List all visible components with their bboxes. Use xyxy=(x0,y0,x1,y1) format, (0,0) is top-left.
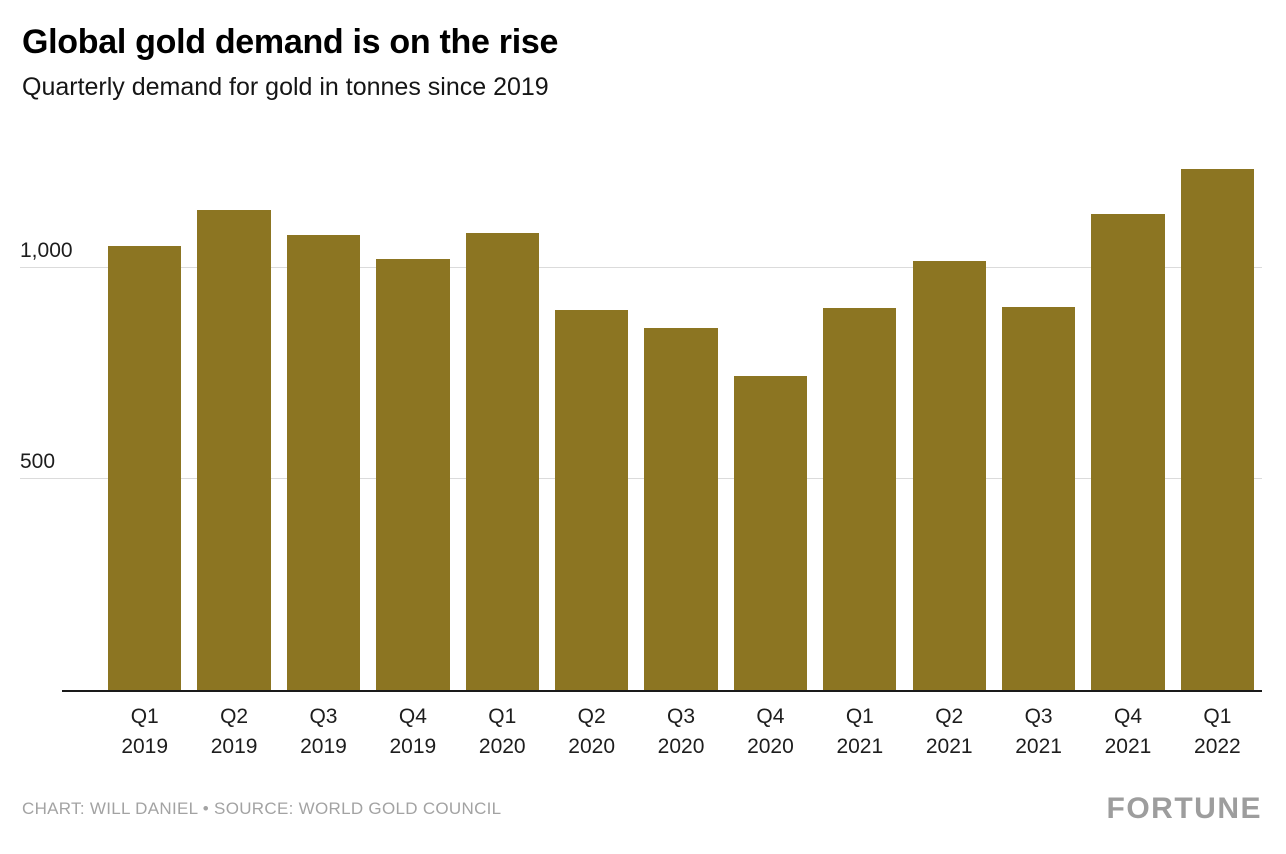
bar-q3-2019 xyxy=(286,234,361,690)
bar-q2-2020 xyxy=(555,310,629,690)
y-tick-label-500: 500 xyxy=(20,450,56,473)
y-tick-label-1000: 1,000 xyxy=(20,239,73,262)
bar-q2-2019 xyxy=(197,210,271,690)
bar-slot xyxy=(815,130,904,690)
gridline-1000 xyxy=(20,267,1262,268)
chart-subtitle: Quarterly demand for gold in tonnes sinc… xyxy=(22,73,549,101)
credit-line: CHART: WILL DANIEL • SOURCE: WORLD GOLD … xyxy=(22,799,502,818)
bar-q4-2019 xyxy=(376,259,450,690)
x-tick-label: Q3 2021 xyxy=(1015,705,1062,758)
bar-q2-2021 xyxy=(912,261,986,690)
x-tick-label: Q2 2019 xyxy=(210,705,258,758)
chart-footer: CHART: WILL DANIEL • SOURCE: WORLD GOLD … xyxy=(22,792,1262,826)
bar-slot xyxy=(726,130,815,690)
x-tick-label: Q1 2021 xyxy=(836,705,884,758)
bar-q1-2022 xyxy=(1180,169,1255,690)
x-tick-label: Q2 2020 xyxy=(568,705,615,758)
bar-slot xyxy=(994,130,1083,690)
x-tick-label: Q3 2019 xyxy=(300,705,347,758)
x-tick-label: Q4 2021 xyxy=(1104,705,1152,758)
bar-chart: 500 1,000 xyxy=(20,130,1262,692)
x-tick-label: Q3 2020 xyxy=(657,705,705,758)
x-tick-label: Q4 2020 xyxy=(747,705,794,758)
gridline-500 xyxy=(20,478,1262,479)
bar-q1-2021 xyxy=(823,307,897,690)
bar-slot xyxy=(1083,130,1172,690)
bar-slot xyxy=(1173,130,1262,690)
x-tick-label: Q4 2019 xyxy=(389,705,437,758)
bar-slot xyxy=(100,130,189,690)
bar-q3-2021 xyxy=(1001,306,1076,690)
x-tick-label: Q1 2019 xyxy=(121,705,169,758)
bar-q1-2019 xyxy=(108,245,182,690)
bar-slot xyxy=(458,130,547,690)
bar-q4-2021 xyxy=(1091,213,1165,690)
x-tick-label: Q1 2022 xyxy=(1194,705,1241,758)
chart-title: Global gold demand is on the rise xyxy=(22,23,559,61)
bar-q4-2020 xyxy=(733,376,808,690)
plot-area xyxy=(100,130,1262,690)
bar-slot xyxy=(905,130,994,690)
bar-slot xyxy=(368,130,457,690)
chart-header: Global gold demand is on the rise Quarte… xyxy=(0,0,1286,102)
bar-q3-2020 xyxy=(644,327,718,690)
fortune-logo: FORTUNE xyxy=(1106,792,1262,825)
bar-slot xyxy=(636,130,725,690)
x-tick-label: Q2 2021 xyxy=(925,705,973,758)
x-axis-line xyxy=(62,690,1262,692)
bar-slot xyxy=(279,130,368,690)
x-axis-labels: Q1 2019 Q2 2019 Q3 2019 Q4 2019 Q1 2020 Q2 2020 Q3 20… xyxy=(100,702,1262,762)
bar-slot xyxy=(189,130,278,690)
x-tick-label: Q1 2020 xyxy=(478,705,526,758)
bar-q1-2020 xyxy=(465,232,539,690)
bar-slot xyxy=(547,130,636,690)
